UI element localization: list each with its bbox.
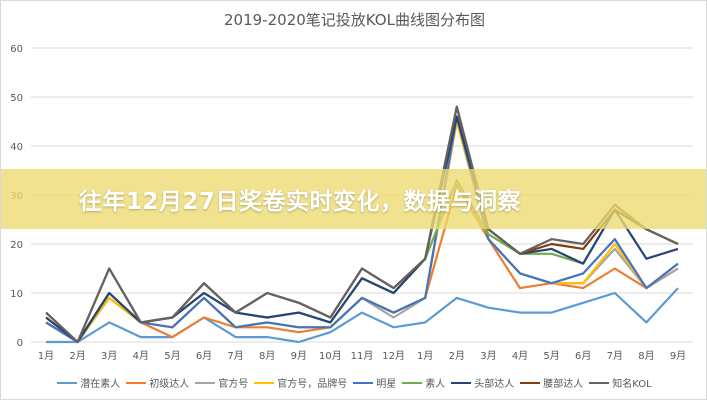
legend-item: 头部达人 <box>451 375 514 390</box>
x-tick-label: 7月 <box>227 350 243 362</box>
legend-label: 潜在素人 <box>80 379 121 390</box>
x-tick-label: 3月 <box>480 350 496 362</box>
x-tick-label: 2月 <box>69 350 85 362</box>
y-tick-label: 0 <box>17 338 23 349</box>
legend-item: 腰部达人 <box>520 375 583 390</box>
legend-label: 知名KOL <box>612 379 652 390</box>
series-line <box>45 120 679 344</box>
x-tick-label: 9月 <box>670 350 686 362</box>
legend-swatch <box>520 381 541 384</box>
series-line <box>45 120 679 344</box>
x-tick-label: 1月 <box>38 350 54 362</box>
legend-label: 初级达人 <box>149 379 190 390</box>
x-tick-label: 1月 <box>417 350 433 362</box>
legend-label: 素人 <box>425 379 446 390</box>
legend-item: 官方号 <box>195 375 248 390</box>
legend-swatch <box>195 381 216 384</box>
legend-label: 头部达人 <box>474 379 515 390</box>
legend-label: 腰部达人 <box>543 379 584 390</box>
y-tick-label: 10 <box>10 289 23 300</box>
legend-swatch <box>402 381 423 384</box>
x-tick-label: 10月 <box>319 350 342 362</box>
x-tick-label: 2月 <box>449 350 465 362</box>
chart-title: 2019-2020笔记投放KOL曲线图分布图 <box>224 11 485 29</box>
x-tick-label: 9月 <box>291 350 307 362</box>
x-tick-label: 7月 <box>607 350 623 362</box>
x-tick-label: 3月 <box>101 350 117 362</box>
headline-text: 往年12月27日奖卷实时变化，数据与洞察 <box>79 189 522 215</box>
legend-item: 初级达人 <box>126 375 189 390</box>
x-tick-label: 5月 <box>543 350 559 362</box>
legend-swatch <box>57 381 78 384</box>
legend-item: 知名KOL <box>589 375 652 390</box>
series-line <box>45 115 679 344</box>
legend-item: 明星 <box>353 375 396 390</box>
series-line <box>46 287 679 344</box>
x-tick-label: 12月 <box>382 350 405 362</box>
x-tick-label: 8月 <box>259 350 275 362</box>
legend: 潜在素人 初级达人 官方号 官方号，品牌号 明星 素人 头部达人 腰部达人 知名KOL <box>1 375 706 390</box>
x-tick-label: 6月 <box>575 350 591 362</box>
series-line <box>45 115 679 344</box>
legend-swatch <box>451 381 472 384</box>
legend-item: 潜在素人 <box>57 375 120 390</box>
x-tick-label: 4月 <box>133 350 149 362</box>
x-tick-label: 4月 <box>512 350 528 362</box>
legend-swatch <box>126 381 147 384</box>
headline-banner: 往年12月27日奖卷实时变化，数据与洞察 <box>1 169 706 229</box>
y-tick-label: 20 <box>10 240 23 251</box>
y-tick-label: 60 <box>10 44 23 55</box>
legend-item: 素人 <box>402 375 445 390</box>
x-tick-label: 8月 <box>638 350 654 362</box>
series-line <box>45 105 679 344</box>
x-tick-label: 11月 <box>351 350 374 362</box>
legend-label: 明星 <box>376 379 397 390</box>
legend-label: 官方号 <box>218 379 249 390</box>
legend-item: 官方号，品牌号 <box>254 375 347 390</box>
legend-swatch <box>353 381 374 384</box>
y-tick-label: 40 <box>10 142 23 153</box>
legend-swatch <box>589 381 610 384</box>
legend-label: 官方号，品牌号 <box>277 379 348 390</box>
x-tick-label: 6月 <box>196 350 212 362</box>
x-tick-label: 5月 <box>164 350 180 362</box>
y-tick-label: 50 <box>10 93 23 104</box>
legend-swatch <box>254 381 275 384</box>
